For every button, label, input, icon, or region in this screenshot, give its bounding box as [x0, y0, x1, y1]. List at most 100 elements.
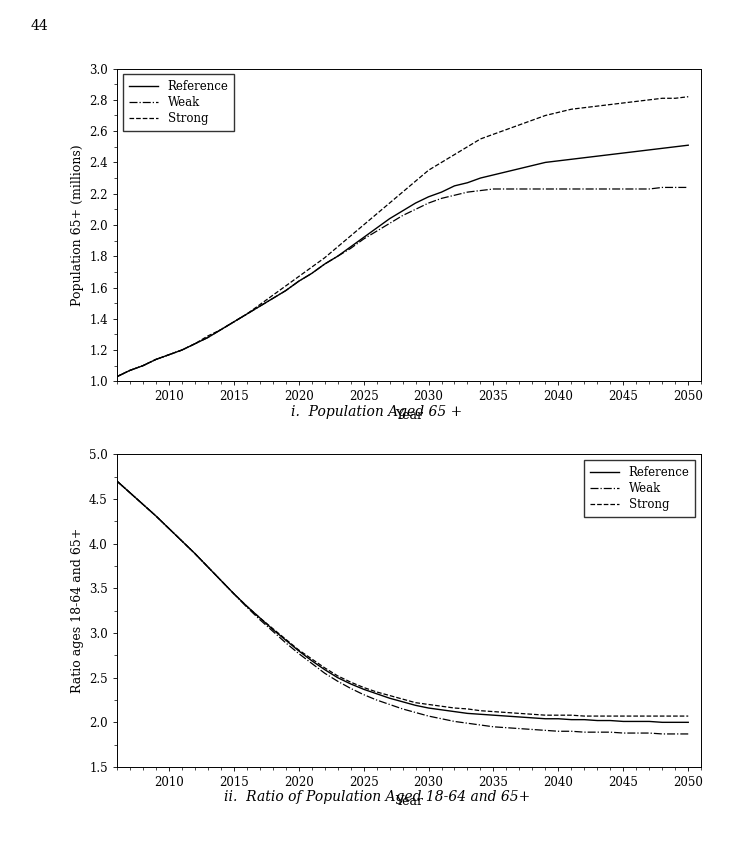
Reference — [605, 716, 615, 726]
Reference — [541, 714, 550, 724]
Reference — [411, 700, 420, 710]
Reference — [320, 664, 329, 674]
Strong — [204, 561, 213, 572]
Reference — [424, 192, 433, 202]
Weak — [320, 259, 329, 269]
Weak — [152, 511, 161, 521]
Strong — [307, 654, 316, 664]
Reference — [437, 704, 446, 715]
Reference — [177, 345, 186, 355]
Strong — [125, 365, 134, 375]
Strong — [463, 141, 472, 152]
Weak — [255, 301, 264, 311]
Weak — [281, 285, 290, 296]
Reference — [242, 601, 251, 611]
Reference — [229, 317, 238, 327]
Reference — [242, 309, 251, 320]
Weak — [541, 184, 550, 195]
Weak — [632, 184, 641, 195]
Weak — [463, 718, 472, 728]
Strong — [528, 115, 537, 125]
Weak — [605, 727, 615, 737]
Reference — [515, 712, 524, 722]
Weak — [190, 548, 199, 559]
Strong — [605, 99, 615, 110]
Weak — [359, 234, 368, 244]
Strong — [657, 711, 667, 722]
Strong — [372, 209, 381, 219]
Strong — [333, 671, 342, 681]
Strong — [152, 354, 161, 364]
Weak — [619, 184, 628, 195]
Reference — [138, 499, 147, 509]
Strong — [385, 691, 394, 701]
Line: Reference: Reference — [117, 481, 688, 722]
Weak — [255, 614, 264, 625]
Strong — [125, 488, 134, 498]
Strong — [242, 309, 251, 320]
Strong — [424, 165, 433, 176]
Weak — [593, 727, 602, 737]
Strong — [398, 694, 407, 704]
Strong — [281, 634, 290, 644]
Text: ii.  Ratio of Population Aged 18-64 and 65+: ii. Ratio of Population Aged 18-64 and 6… — [224, 790, 530, 804]
Strong — [138, 361, 147, 371]
Strong — [281, 281, 290, 291]
Legend: Reference, Weak, Strong: Reference, Weak, Strong — [584, 460, 695, 517]
Weak — [528, 184, 537, 195]
Weak — [619, 728, 628, 738]
X-axis label: Year: Year — [395, 794, 423, 807]
Reference — [385, 213, 394, 224]
Weak — [671, 183, 680, 193]
Weak — [476, 720, 485, 730]
Reference — [204, 561, 213, 572]
Reference — [346, 679, 355, 689]
Reference — [372, 688, 381, 698]
Reference — [346, 242, 355, 252]
Strong — [268, 291, 277, 301]
Reference — [605, 149, 615, 159]
Reference — [164, 350, 173, 360]
Reference — [372, 223, 381, 233]
Strong — [567, 104, 576, 114]
Reference — [476, 173, 485, 183]
Strong — [112, 476, 121, 486]
Reference — [657, 717, 667, 728]
Weak — [489, 722, 498, 732]
Reference — [528, 160, 537, 171]
Strong — [216, 325, 225, 335]
Reference — [619, 148, 628, 159]
Weak — [112, 372, 121, 382]
Weak — [554, 184, 563, 195]
Strong — [164, 350, 173, 360]
Strong — [489, 129, 498, 140]
Weak — [424, 711, 433, 722]
Weak — [190, 339, 199, 349]
Reference — [645, 145, 654, 155]
Strong — [242, 601, 251, 611]
Strong — [385, 198, 394, 208]
Reference — [593, 716, 602, 726]
Strong — [190, 339, 199, 349]
Reference — [333, 673, 342, 683]
Reference — [152, 511, 161, 521]
Weak — [346, 243, 355, 254]
Weak — [333, 676, 342, 686]
Line: Weak: Weak — [117, 188, 688, 377]
Weak — [515, 184, 524, 195]
Strong — [645, 95, 654, 105]
Reference — [125, 488, 134, 498]
Strong — [424, 699, 433, 710]
Strong — [554, 107, 563, 117]
Reference — [281, 285, 290, 296]
Reference — [632, 147, 641, 157]
Reference — [125, 365, 134, 375]
Strong — [320, 662, 329, 673]
Reference — [333, 251, 342, 261]
Reference — [307, 268, 316, 279]
Strong — [372, 686, 381, 697]
Weak — [437, 193, 446, 203]
Line: Weak: Weak — [117, 481, 688, 734]
Strong — [450, 703, 459, 713]
Strong — [489, 706, 498, 716]
